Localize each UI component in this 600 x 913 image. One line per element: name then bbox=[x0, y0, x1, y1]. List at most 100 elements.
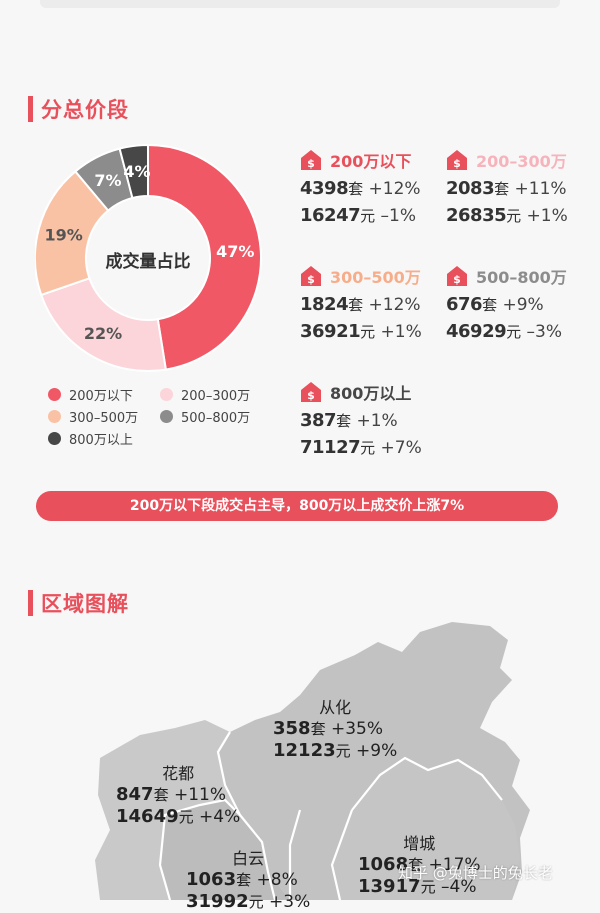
price-value: 46929 bbox=[446, 321, 507, 342]
volume-row: 387套 +1% bbox=[300, 410, 445, 431]
donut-chart: 成交量占比 47% 22% 19% 7% 4% bbox=[35, 143, 262, 372]
region-price-unit: 元 bbox=[248, 893, 264, 911]
legend-swatch bbox=[160, 388, 173, 401]
slice-value-label: 19% bbox=[45, 226, 83, 245]
slice-value-label: 22% bbox=[84, 324, 122, 343]
section-title-text: 区域图解 bbox=[41, 592, 129, 616]
title-accent-bar bbox=[28, 590, 33, 616]
slice-800-over bbox=[118, 143, 149, 200]
price-card-500-800: $500–800万 676套 +9% 46929元 –3% bbox=[446, 264, 591, 342]
district-map bbox=[95, 622, 530, 900]
price-unit: 元 bbox=[360, 439, 376, 457]
region-volume: 847 bbox=[116, 784, 154, 805]
volume-change: +11% bbox=[514, 179, 567, 199]
region-volume-change: +8% bbox=[256, 870, 298, 890]
region-volume-row: 1068套 +17% bbox=[358, 854, 481, 876]
svg-text:$: $ bbox=[307, 157, 315, 170]
price-value: 36921 bbox=[300, 321, 361, 342]
top-strip bbox=[0, 0, 600, 18]
volume-value: 1824 bbox=[300, 294, 349, 315]
legend-swatch bbox=[160, 410, 173, 423]
top-divider bbox=[40, 0, 560, 8]
volume-change: +9% bbox=[502, 295, 544, 315]
slice-value-label: 4% bbox=[123, 162, 150, 181]
legend-item-3: 300–500万 bbox=[48, 407, 138, 426]
legend-item-4: 500–800万 bbox=[160, 407, 250, 426]
region-price: 31992 bbox=[186, 891, 249, 912]
price-segment-label: 200万以下 bbox=[330, 152, 412, 171]
svg-text:$: $ bbox=[453, 157, 461, 170]
region-price-row: 31992元 +3% bbox=[186, 891, 310, 913]
price-row: 16247元 –1% bbox=[300, 205, 445, 226]
price-segment-label: 200–300万 bbox=[476, 152, 567, 171]
region-volume-unit: 套 bbox=[408, 856, 424, 874]
legend-label: 300–500万 bbox=[69, 411, 139, 426]
region-volume-row: 1063套 +8% bbox=[186, 869, 310, 891]
region-volume: 1063 bbox=[186, 869, 237, 890]
house-price-icon: $ bbox=[301, 382, 321, 402]
price-card-300-500: $300–500万 1824套 +12% 36921元 +1% bbox=[300, 264, 445, 342]
price-value: 16247 bbox=[300, 205, 361, 226]
region-volume: 358 bbox=[273, 718, 311, 739]
svg-text:$: $ bbox=[307, 389, 315, 402]
price-row: 46929元 –3% bbox=[446, 321, 591, 342]
price-card-under-200: $200万以下 4398套 +12% 16247元 –1% bbox=[300, 148, 445, 226]
volume-unit: 套 bbox=[336, 412, 352, 430]
region-price-change: +4% bbox=[199, 807, 241, 827]
legend-label: 200–300万 bbox=[181, 389, 251, 404]
house-price-icon: $ bbox=[301, 266, 321, 286]
legend-swatch bbox=[48, 388, 61, 401]
price-value: 71127 bbox=[300, 437, 361, 458]
region-name: 从化 bbox=[319, 698, 352, 717]
price-segment-label: 300–500万 bbox=[330, 268, 421, 287]
price-row: 26835元 +1% bbox=[446, 205, 591, 226]
volume-row: 1824套 +12% bbox=[300, 294, 445, 315]
region-volume-unit: 套 bbox=[236, 871, 252, 889]
summary-banner: 200万以下段成交占主导，800万以上成交价上涨7% bbox=[36, 491, 558, 521]
region-volume-row: 847套 +11% bbox=[116, 784, 240, 806]
map-region-zengcheng bbox=[332, 758, 520, 900]
volume-row: 4398套 +12% bbox=[300, 178, 445, 199]
region-price-row: 13917元 –4% bbox=[358, 876, 481, 898]
region-volume-change: +11% bbox=[174, 785, 227, 805]
house-price-icon: $ bbox=[301, 150, 321, 170]
volume-unit: 套 bbox=[348, 180, 364, 198]
region-price-row: 14649元 +4% bbox=[116, 806, 240, 828]
price-unit: 元 bbox=[360, 207, 376, 225]
title-accent-bar bbox=[28, 96, 33, 122]
volume-unit: 套 bbox=[348, 296, 364, 314]
map-region-baiyun bbox=[160, 800, 290, 900]
region-price-row: 12123元 +9% bbox=[273, 740, 397, 762]
region-price-unit: 元 bbox=[420, 878, 436, 896]
region-label-huadu: 花都 847套 +11% 14649元 +4% bbox=[116, 760, 240, 828]
price-segment-label: 800万以上 bbox=[330, 384, 412, 403]
watermark: 知乎 @兔博士的兔长老 bbox=[398, 864, 553, 882]
price-row: 71127元 +7% bbox=[300, 437, 445, 458]
volume-unit: 套 bbox=[482, 296, 498, 314]
volume-value: 4398 bbox=[300, 178, 349, 199]
region-name: 增城 bbox=[403, 834, 436, 853]
legend-label: 200万以下 bbox=[69, 389, 133, 404]
house-price-icon: $ bbox=[447, 266, 467, 286]
volume-change: +12% bbox=[368, 295, 421, 315]
volume-row: 2083套 +11% bbox=[446, 178, 591, 199]
section-title-region: 区域图解 bbox=[28, 588, 129, 618]
volume-value: 676 bbox=[446, 294, 483, 315]
volume-value: 2083 bbox=[446, 178, 495, 199]
legend-item-1: 200万以下 bbox=[48, 385, 133, 404]
price-segment-label: 500–800万 bbox=[476, 268, 567, 287]
price-unit: 元 bbox=[506, 207, 522, 225]
svg-text:$: $ bbox=[453, 273, 461, 286]
region-volume-unit: 套 bbox=[153, 786, 169, 804]
region-volume-change: +17% bbox=[428, 855, 481, 875]
region-price-unit: 元 bbox=[178, 808, 194, 826]
volume-unit: 套 bbox=[494, 180, 510, 198]
price-row: 36921元 +1% bbox=[300, 321, 445, 342]
price-unit: 元 bbox=[360, 323, 376, 341]
section-title-price: 分总价段 bbox=[28, 94, 129, 124]
region-volume-unit: 套 bbox=[310, 720, 326, 738]
slice-value-label: 47% bbox=[216, 242, 254, 261]
price-change: –1% bbox=[380, 206, 417, 226]
region-label-conghua: 从化 358套 +35% 12123元 +9% bbox=[273, 694, 397, 762]
slice-200-under bbox=[147, 143, 262, 371]
